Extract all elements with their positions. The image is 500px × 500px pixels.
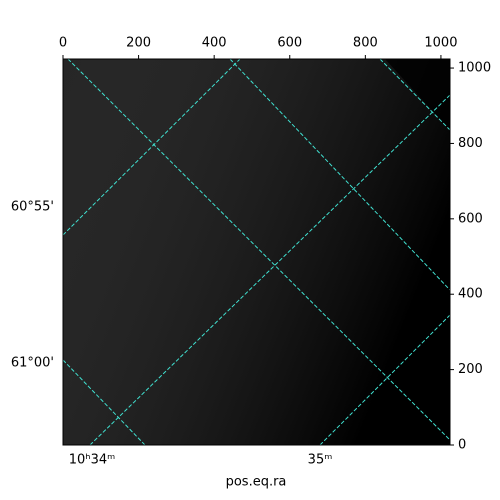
sky-image: [63, 59, 450, 445]
y-tick-label: 800: [458, 136, 483, 151]
grid-line: [229, 58, 451, 291]
x-tick-label: 200: [126, 36, 151, 51]
y-tick-label: 200: [458, 362, 483, 377]
x-tick-label: 400: [202, 36, 227, 51]
x-axis-label: pos.eq.ra: [226, 475, 287, 490]
dec-tick-label: 60°55': [11, 200, 54, 215]
grid-line: [319, 314, 451, 446]
x-tick-label: 600: [277, 36, 302, 51]
grid-line: [379, 58, 451, 131]
ra-tick-label: 35ᵐ: [308, 453, 333, 468]
plot-frame: [62, 58, 451, 446]
dec-tick-label: 61°00': [11, 356, 54, 371]
x-tick-label: 1000: [424, 36, 457, 51]
y-tick-label: 0: [458, 438, 466, 453]
y-tick-label: 600: [458, 211, 483, 226]
x-tick-label: 0: [59, 36, 67, 51]
y-tick-label: 1000: [458, 61, 491, 76]
coordinate-grid: [62, 58, 451, 446]
y-tick-label: 400: [458, 287, 483, 302]
ra-tick-label: 10ʰ34ᵐ: [69, 453, 115, 468]
x-tick-label: 800: [353, 36, 378, 51]
grid-line: [62, 359, 146, 446]
